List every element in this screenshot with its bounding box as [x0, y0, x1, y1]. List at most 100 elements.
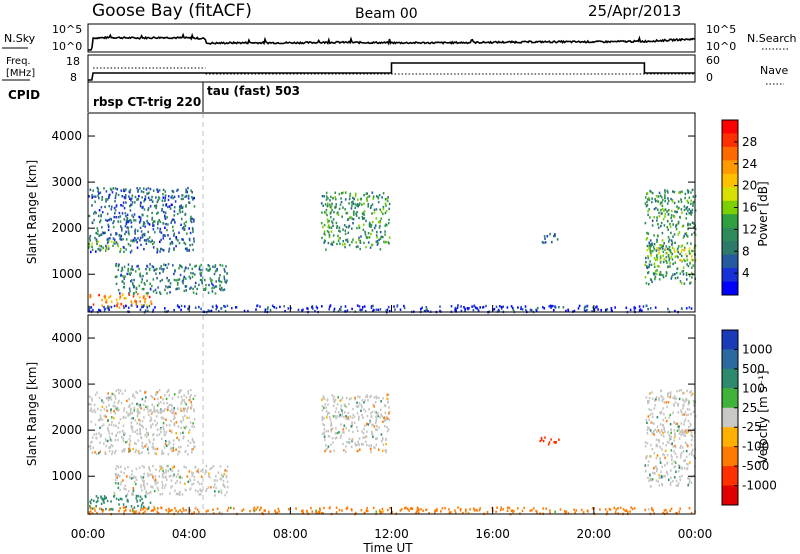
- echo-cell: [656, 430, 658, 433]
- echo-cell: [200, 307, 202, 311]
- echo-cell: [159, 220, 162, 224]
- echo-cell: [683, 467, 686, 470]
- echo-cell: [144, 506, 146, 510]
- echo-cell: [141, 424, 143, 427]
- echo-cell: [388, 412, 390, 415]
- echo-cell: [195, 292, 198, 295]
- echo-cell: [122, 429, 124, 433]
- echo-cell: [88, 309, 91, 312]
- echo-cell: [355, 245, 358, 249]
- echo-cell: [134, 300, 136, 303]
- echo-cell: [122, 238, 124, 241]
- echo-cell: [512, 308, 515, 311]
- echo-cell: [656, 269, 658, 272]
- echo-cell: [151, 195, 153, 199]
- echo-cell: [335, 198, 337, 201]
- echo-cell: [563, 510, 566, 513]
- echo-cell: [168, 394, 171, 397]
- echo-cell: [101, 418, 104, 421]
- echo-cell: [273, 306, 275, 309]
- echo-cell: [181, 206, 184, 209]
- echo-cell: [674, 261, 676, 264]
- echo-cell: [365, 219, 367, 223]
- echo-cell: [107, 429, 110, 433]
- echo-cell: [266, 307, 269, 311]
- echo-cell: [686, 408, 689, 411]
- echo-cell: [354, 206, 357, 209]
- echo-cell: [681, 431, 684, 434]
- echo-cell: [341, 243, 344, 246]
- echo-cell: [130, 426, 133, 429]
- echo-cell: [656, 468, 658, 471]
- echo-cell: [223, 304, 225, 308]
- echo-cell: [666, 461, 669, 464]
- echo-cell: [384, 224, 386, 227]
- echo-cell: [648, 455, 651, 458]
- echo-cell: [115, 192, 118, 195]
- echo-cell: [115, 298, 118, 301]
- echo-cell: [337, 239, 340, 243]
- echo-cell: [331, 202, 333, 206]
- echo-cell: [116, 476, 118, 479]
- echo-cell: [172, 190, 175, 194]
- echo-cell: [681, 211, 683, 214]
- echo-cell: [677, 220, 680, 224]
- echo-cell: [131, 425, 134, 429]
- echo-cell: [650, 250, 653, 253]
- echo-cell: [92, 446, 95, 449]
- echo-cell: [360, 404, 363, 407]
- echo-cell: [673, 190, 676, 194]
- echo-cell: [217, 471, 220, 474]
- echo-cell: [364, 309, 367, 313]
- range-tick-label: 3000: [51, 175, 82, 189]
- echo-cell: [159, 493, 162, 496]
- echo-cell: [502, 305, 504, 308]
- echo-cell: [115, 282, 118, 285]
- velocity-colorbar-swatch: [722, 466, 738, 487]
- echo-cell: [577, 307, 580, 310]
- echo-cell: [138, 194, 140, 198]
- echo-cell: [351, 416, 354, 419]
- echo-cell: [646, 237, 649, 240]
- echo-cell: [647, 508, 650, 511]
- frequency-panel-frame: [87, 54, 696, 83]
- echo-cell: [325, 191, 328, 195]
- echo-cell: [117, 216, 120, 219]
- echo-cell: [152, 242, 154, 246]
- echo-cell: [332, 224, 334, 228]
- echo-cell: [136, 402, 138, 406]
- echo-cell: [224, 485, 226, 489]
- echo-cell: [164, 196, 167, 199]
- echo-cell: [667, 213, 670, 216]
- echo-cell: [188, 248, 190, 252]
- echo-cell: [459, 507, 462, 511]
- echo-cell: [128, 293, 130, 296]
- echo-cell: [117, 474, 120, 477]
- echo-cell: [663, 242, 665, 245]
- echo-cell: [656, 246, 658, 250]
- echo-cell: [169, 410, 172, 413]
- echo-cell: [105, 405, 108, 409]
- echo-cell: [139, 236, 142, 240]
- echo-cell: [169, 468, 172, 471]
- echo-cell: [675, 224, 677, 227]
- echo-cell: [674, 401, 677, 404]
- echo-cell: [529, 308, 532, 311]
- echo-cell: [673, 439, 675, 442]
- echo-cell: [146, 219, 148, 223]
- echo-cell: [131, 491, 134, 494]
- echo-cell: [364, 230, 366, 234]
- echo-cell: [370, 305, 373, 308]
- freq-label-line2: [MHz]: [6, 68, 35, 79]
- velocity-colorbar-swatch: [722, 446, 738, 467]
- echo-cell: [152, 308, 155, 311]
- echo-cell: [141, 497, 143, 501]
- echo-cell: [168, 475, 171, 478]
- echo-cell: [198, 510, 200, 514]
- echo-cell: [171, 194, 173, 198]
- echo-cell: [676, 210, 678, 214]
- echo-cell: [691, 438, 693, 442]
- echo-cell: [222, 289, 224, 292]
- echo-cell: [194, 281, 197, 285]
- echo-cell: [185, 194, 188, 198]
